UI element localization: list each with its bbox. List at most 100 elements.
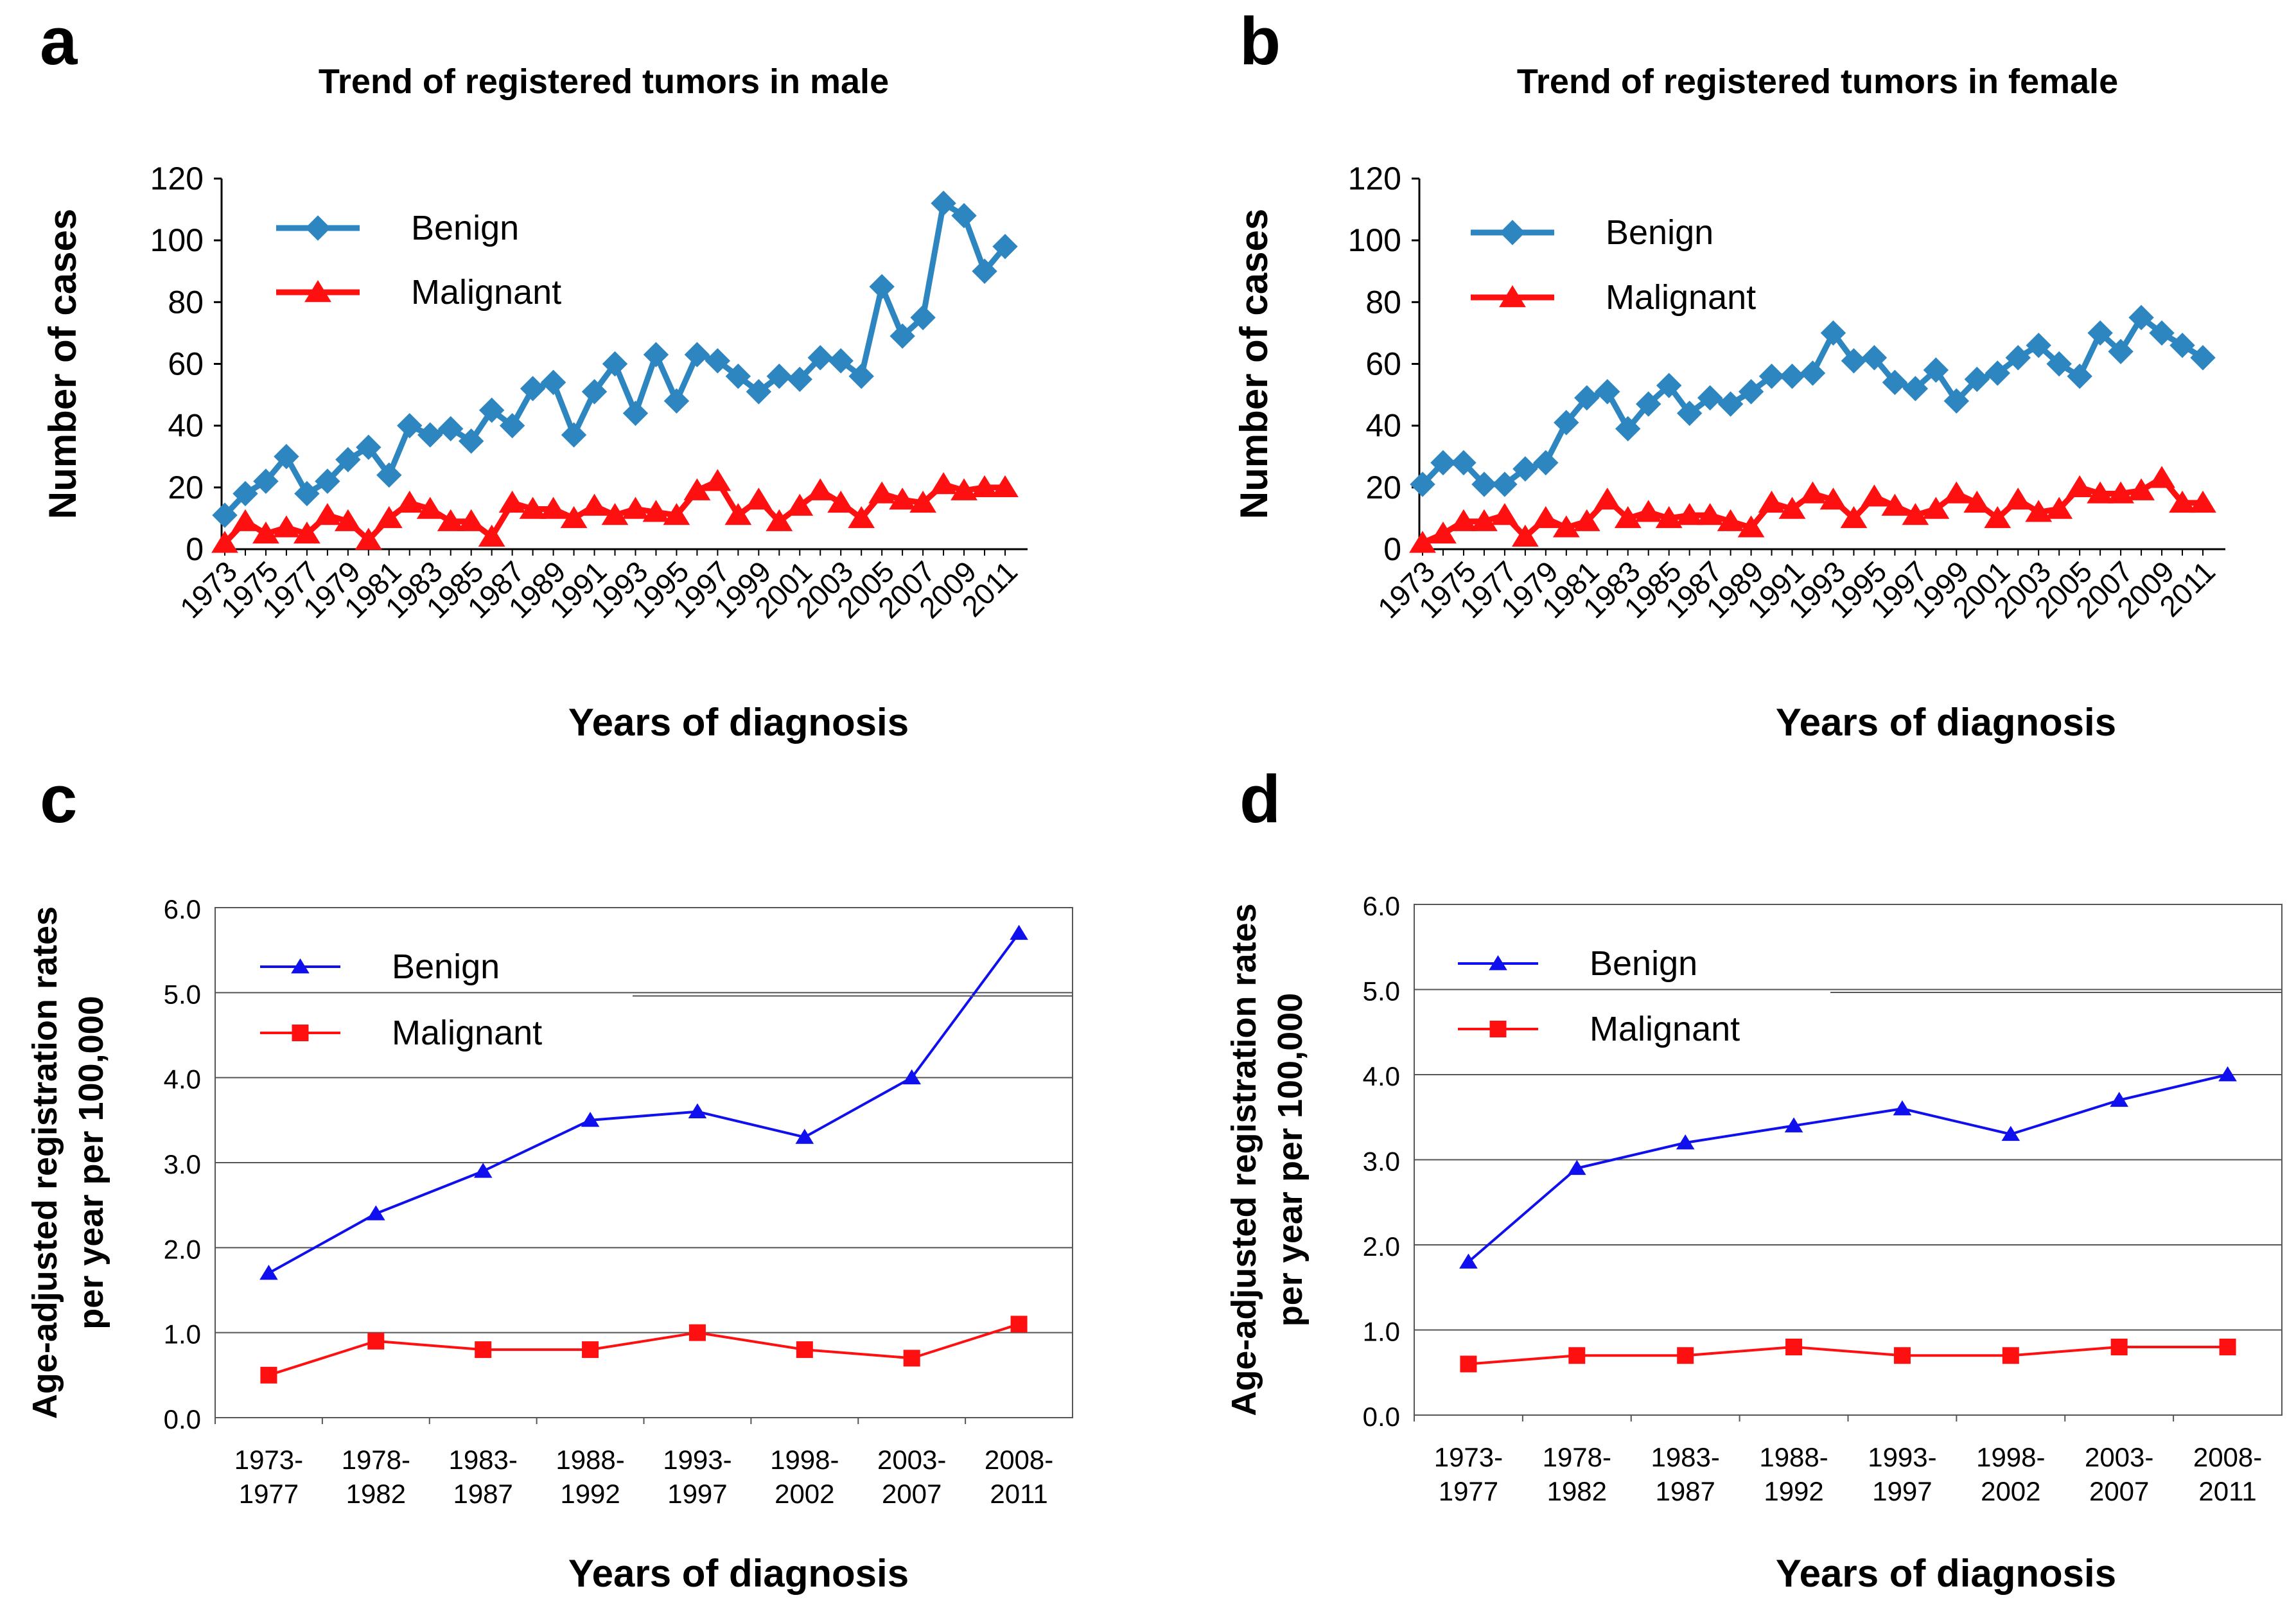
x-category-label: 2008- <box>2193 1442 2262 1472</box>
data-point <box>795 1129 814 1144</box>
data-point <box>622 497 649 519</box>
x-category-label: 2011 <box>990 1479 1047 1509</box>
data-point <box>1593 488 1621 510</box>
data-point <box>1902 376 1929 401</box>
data-point <box>807 345 833 371</box>
legend-swatch-marker <box>292 1025 309 1041</box>
data-point <box>1656 373 1682 398</box>
legend-swatch-marker <box>1489 1021 1507 1037</box>
legend-benign: Benign <box>1471 213 1713 252</box>
series-line <box>268 932 1021 1274</box>
data-point <box>273 515 300 538</box>
data-point <box>704 469 732 491</box>
y-tick-label: 120 <box>1348 161 1401 197</box>
y-tick-label: 5.0 <box>1363 976 1400 1007</box>
data-point <box>582 1341 599 1359</box>
x-category-label: 1982 <box>1547 1476 1607 1506</box>
data-point <box>2218 1066 2237 1082</box>
data-point <box>335 446 361 473</box>
data-point <box>416 497 444 519</box>
data-point <box>807 478 834 500</box>
data-point <box>1552 515 1580 538</box>
panel-d: d 0.0 1.0 2.0 3.0 4.0 5.0 6.0 1973- 1977 1978- 1982… <box>1225 762 2283 1595</box>
data-point <box>1471 509 1498 531</box>
y-tick-label: 120 <box>150 161 204 197</box>
legend-swatch-marker <box>1500 220 1525 245</box>
data-point <box>2046 351 2072 377</box>
y-axis-title: Number of cases <box>1232 209 1275 520</box>
data-point <box>212 502 238 528</box>
data-point <box>1943 481 1970 504</box>
data-point <box>1738 379 1764 405</box>
data-point <box>889 488 916 510</box>
data-point <box>211 531 238 553</box>
x-category-label: 1992 <box>560 1479 620 1509</box>
y-tick-label: 100 <box>1348 222 1401 258</box>
data-point <box>786 493 814 516</box>
data-point <box>2128 478 2155 500</box>
data-point <box>643 342 669 367</box>
legend-label: Benign <box>1606 213 1713 252</box>
data-point <box>396 490 423 513</box>
data-point <box>2149 320 2175 346</box>
x-category-label: 1988- <box>556 1445 624 1475</box>
x-category-label: 2008- <box>985 1445 1053 1475</box>
x-category-label: 1987 <box>453 1479 513 1509</box>
data-point <box>1655 506 1683 529</box>
series-line <box>1468 1073 2229 1263</box>
data-point <box>232 480 258 507</box>
data-point <box>1409 531 1436 553</box>
series-malignant <box>211 469 1019 553</box>
data-point <box>274 444 299 470</box>
x-category-label: 1978- <box>1543 1442 1611 1472</box>
data-point <box>1573 509 1600 531</box>
data-point <box>581 1111 600 1127</box>
data-point <box>1615 416 1641 442</box>
y-tick-label: 6.0 <box>164 894 201 924</box>
legend-swatch-marker <box>1499 285 1526 308</box>
x-category-label: 1992 <box>1764 1476 1823 1506</box>
data-point <box>1533 450 1559 476</box>
y-tick-label: 6.0 <box>1363 891 1400 921</box>
data-point <box>2066 475 2094 498</box>
data-point <box>520 376 546 401</box>
data-point <box>2128 304 2154 331</box>
x-category-label: 2003- <box>877 1445 946 1475</box>
data-point <box>458 428 484 454</box>
y-tick-label: 0.0 <box>164 1404 201 1434</box>
data-point <box>1717 391 1744 417</box>
data-point <box>315 468 340 494</box>
data-point <box>1430 521 1457 544</box>
series-benign <box>1459 1066 2237 1269</box>
x-category-label: 1997 <box>1872 1476 1932 1506</box>
data-point <box>478 524 505 547</box>
y-axis-title: Age-adjusted registration rates <box>26 906 64 1419</box>
data-point <box>581 493 608 516</box>
data-point <box>1554 410 1579 436</box>
data-point <box>252 521 279 544</box>
y-tick-label: 5.0 <box>164 979 201 1009</box>
data-point <box>560 506 588 529</box>
data-point <box>2087 481 2114 504</box>
data-point <box>540 369 566 396</box>
panel-c: c 0.0 1.0 2.0 3.0 4.0 5.0 6.0 1973- 1977 1978- 1982… <box>26 762 1073 1595</box>
series-line <box>268 1323 1020 1377</box>
data-point <box>2005 345 2031 371</box>
data-point <box>766 509 793 531</box>
data-point <box>2110 1339 2128 1355</box>
x-category-label: 1997 <box>667 1479 727 1509</box>
data-point <box>724 503 752 525</box>
data-point <box>376 462 402 488</box>
data-point <box>992 475 1019 498</box>
legend-label: Malignant <box>392 1014 542 1052</box>
legend-benign: Benign <box>260 947 500 986</box>
x-axis-title: Years of diagnosis <box>1776 1552 2116 1595</box>
data-point <box>539 497 567 519</box>
data-point <box>725 364 751 389</box>
data-point <box>1614 506 1642 529</box>
x-category-label: 2002 <box>775 1479 834 1509</box>
data-point <box>787 366 812 392</box>
data-point <box>438 416 464 442</box>
x-axis-title: Years of diagnosis <box>568 1552 909 1595</box>
data-point <box>1963 490 1991 513</box>
